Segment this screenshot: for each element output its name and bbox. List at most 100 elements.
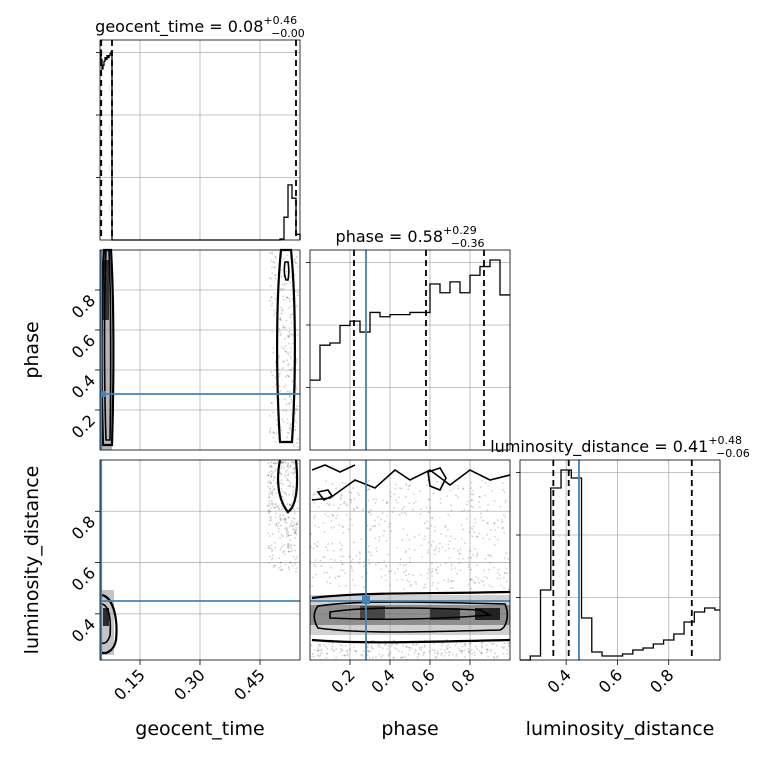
sample-point bbox=[286, 374, 289, 377]
sample-point bbox=[367, 646, 369, 649]
sample-point bbox=[505, 580, 508, 583]
x-tick-label: 0.6 bbox=[407, 665, 438, 696]
sample-point bbox=[294, 407, 297, 410]
sample-point bbox=[341, 544, 344, 547]
sample-point bbox=[326, 549, 329, 552]
contour-right bbox=[277, 459, 299, 514]
sample-point bbox=[312, 493, 315, 496]
sample-point bbox=[276, 525, 279, 528]
sample-point bbox=[267, 547, 270, 550]
sample-point bbox=[470, 648, 473, 651]
sample-point bbox=[340, 494, 343, 497]
sample-point bbox=[342, 531, 345, 534]
sample-point bbox=[448, 547, 450, 550]
sample-point bbox=[441, 546, 444, 548]
sample-point bbox=[431, 584, 434, 587]
sample-point bbox=[324, 513, 326, 516]
sample-point bbox=[268, 471, 271, 474]
sample-point bbox=[450, 563, 453, 566]
sample-point bbox=[272, 261, 275, 264]
density-core bbox=[103, 608, 109, 626]
sample-point bbox=[504, 501, 507, 504]
sample-point bbox=[279, 537, 281, 539]
sample-point bbox=[426, 549, 429, 552]
sample-point bbox=[289, 464, 292, 467]
sample-point bbox=[279, 565, 282, 568]
sample-point bbox=[408, 646, 411, 649]
sample-point bbox=[282, 324, 285, 327]
sample-point bbox=[286, 352, 289, 355]
sample-point bbox=[269, 465, 272, 468]
sample-point bbox=[317, 654, 319, 657]
sample-point bbox=[463, 649, 466, 652]
sample-point bbox=[441, 644, 444, 647]
sample-point bbox=[493, 522, 496, 525]
contour-outer bbox=[100, 593, 118, 655]
sample-point bbox=[348, 648, 351, 651]
sample-point bbox=[271, 302, 274, 305]
sample-point bbox=[349, 518, 352, 521]
sample-point bbox=[412, 493, 415, 496]
sample-point bbox=[274, 376, 277, 379]
sample-point bbox=[272, 431, 275, 434]
sample-point bbox=[279, 389, 282, 392]
sample-point bbox=[473, 518, 476, 521]
sample-point bbox=[435, 545, 438, 548]
sample-point bbox=[279, 319, 282, 321]
sample-point bbox=[400, 487, 403, 490]
sample-point bbox=[444, 562, 447, 565]
sample-point bbox=[492, 642, 495, 645]
sample-point bbox=[393, 493, 396, 496]
sample-point bbox=[343, 502, 345, 505]
sample-point bbox=[395, 648, 398, 650]
sample-point bbox=[284, 563, 287, 566]
sample-point bbox=[486, 533, 489, 536]
sample-point bbox=[385, 539, 388, 542]
sample-point bbox=[294, 261, 297, 264]
sample-point bbox=[273, 564, 276, 567]
sample-point bbox=[415, 642, 418, 645]
sample-point bbox=[375, 498, 378, 501]
sample-point bbox=[450, 586, 452, 589]
contour-outer bbox=[311, 590, 511, 644]
sample-point bbox=[469, 651, 471, 654]
sample-point bbox=[431, 570, 434, 572]
sample-point bbox=[366, 649, 369, 652]
sample-point bbox=[287, 466, 290, 469]
sample-point bbox=[296, 291, 299, 294]
sample-point bbox=[280, 288, 283, 291]
sample-point bbox=[459, 569, 462, 572]
sample-point bbox=[270, 547, 272, 550]
sample-point bbox=[292, 334, 294, 337]
contour-right-outer bbox=[276, 248, 296, 444]
sample-point bbox=[311, 576, 314, 579]
sample-point bbox=[324, 546, 327, 549]
sample-point bbox=[423, 651, 425, 654]
sample-point bbox=[315, 544, 318, 547]
sample-point bbox=[381, 654, 384, 657]
sample-point bbox=[480, 645, 483, 647]
sample-point bbox=[285, 403, 288, 406]
sample-point bbox=[326, 581, 329, 583]
x-tick-label: 0.8 bbox=[646, 665, 677, 696]
sample-point bbox=[274, 297, 277, 300]
sample-point bbox=[287, 402, 290, 405]
sample-point bbox=[368, 511, 371, 514]
sample-point bbox=[405, 483, 407, 485]
sample-point bbox=[282, 507, 285, 510]
sample-point bbox=[493, 522, 496, 525]
sample-point bbox=[486, 649, 489, 652]
sample-point bbox=[281, 326, 284, 329]
sample-point bbox=[358, 558, 361, 560]
sample-point bbox=[462, 557, 464, 560]
sample-point bbox=[471, 489, 474, 492]
sample-point bbox=[437, 652, 440, 654]
sample-point bbox=[437, 582, 440, 584]
sample-point bbox=[295, 567, 298, 570]
sample-point bbox=[400, 656, 402, 659]
sample-point bbox=[284, 474, 286, 476]
sample-point bbox=[502, 526, 505, 529]
sample-point bbox=[384, 579, 387, 582]
contour-inner bbox=[329, 607, 493, 621]
sample-point bbox=[389, 651, 391, 654]
